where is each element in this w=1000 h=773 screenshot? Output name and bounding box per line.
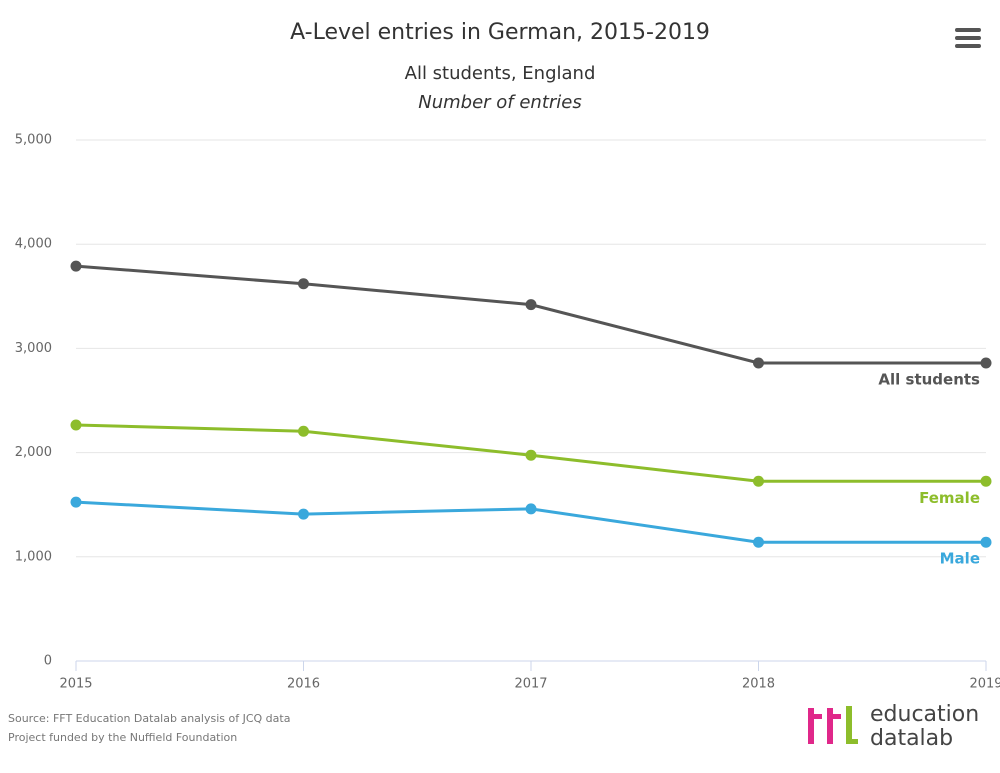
x-tick-label: 2016 (287, 677, 320, 692)
y-tick-label: 3,000 (15, 341, 52, 356)
y-tick-label: 1,000 (15, 549, 52, 564)
logo-shape (846, 706, 852, 744)
y-tick-label: 0 (44, 654, 52, 669)
data-point (525, 299, 537, 311)
chart-subtitle: All students, England (405, 63, 596, 84)
funding-note: Project funded by the Nuffield Foundatio… (8, 731, 237, 744)
series-label: Male (940, 550, 980, 568)
x-tick-label: 2018 (742, 677, 775, 692)
menu-bar[interactable] (955, 44, 981, 48)
y-tick-label: 4,000 (15, 237, 52, 252)
data-point (298, 508, 309, 520)
data-point (525, 503, 537, 515)
menu-bar[interactable] (955, 28, 981, 32)
logo-shape (846, 739, 858, 744)
logo-shape (827, 708, 833, 744)
axis-label: Number of entries (418, 92, 582, 113)
data-point (980, 357, 992, 369)
source-note: Source: FFT Education Datalab analysis o… (8, 712, 290, 725)
x-tick-label: 2015 (59, 677, 92, 692)
data-point (753, 475, 764, 487)
data-point (70, 419, 82, 431)
data-point (980, 536, 992, 548)
logo-shape (827, 714, 841, 719)
logo-mark (808, 706, 858, 744)
logo-text: education (870, 702, 979, 727)
series-label: All students (878, 370, 980, 388)
data-point (70, 496, 82, 508)
data-point (980, 475, 992, 487)
data-point (298, 425, 309, 437)
data-point (753, 536, 764, 548)
y-tick-label: 5,000 (15, 133, 52, 148)
logo-text: datalab (870, 726, 953, 751)
x-tick-label: 2017 (514, 677, 547, 692)
data-point (753, 357, 764, 369)
menu-bar[interactable] (955, 36, 981, 40)
y-tick-label: 2,000 (15, 445, 52, 460)
logo-shape (808, 714, 822, 719)
data-point (298, 278, 309, 290)
data-point (525, 449, 537, 461)
series-label: Female (919, 489, 980, 507)
menu-button[interactable] (955, 28, 981, 48)
x-tick-label: 2019 (969, 677, 1000, 692)
logo-shape (808, 708, 814, 744)
data-point (70, 260, 82, 272)
chart-title: A-Level entries in German, 2015-2019 (290, 20, 710, 45)
